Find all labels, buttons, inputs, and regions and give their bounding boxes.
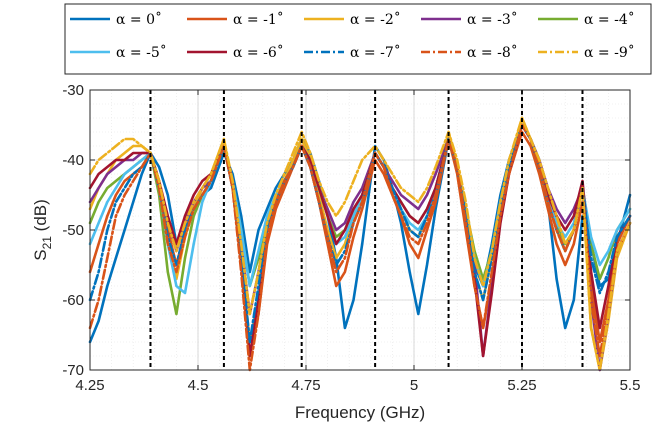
data-series — [88, 116, 632, 372]
legend-label-9: α = -9˚ — [584, 44, 635, 61]
x-tick-label: 4.75 — [291, 377, 320, 394]
y-tick-label: -70 — [62, 362, 84, 379]
x-tick-label: 4.5 — [188, 377, 209, 394]
x-tick-labels: 4.25 4.5 4.75 5 5.25 5.5 — [75, 377, 640, 394]
y-axis-label-suffix: (dB) — [31, 199, 50, 236]
legend-label-0: α = 0˚ — [116, 11, 162, 28]
y-tick-label: -50 — [62, 222, 84, 239]
x-tick-label: 4.25 — [75, 377, 104, 394]
y-tick-label: -40 — [62, 152, 84, 169]
axes-frame — [89, 89, 631, 371]
y-axis-label: S21 (dB) — [31, 199, 54, 261]
legend-label-4: α = -4˚ — [584, 11, 635, 28]
y-tick-label: -30 — [62, 82, 84, 99]
x-tick-label: 5.25 — [507, 377, 536, 394]
series-line-9 — [88, 116, 632, 372]
legend-box — [64, 3, 652, 75]
x-axis-label: Frequency (GHz) — [295, 403, 425, 422]
legend-label-2: α = -2˚ — [350, 11, 401, 28]
y-tick-labels: -70 -60 -50 -40 -30 — [62, 82, 84, 379]
legend-label-7: α = -7˚ — [350, 44, 401, 61]
legend: α = 0˚ α = -1˚ α = -2˚ α = -3˚ α = -4˚ α = -5… — [64, 3, 652, 75]
y-axis-label-main: S — [31, 249, 50, 260]
legend-label-1: α = -1˚ — [233, 11, 284, 28]
legend-label-3: α = -3˚ — [467, 11, 518, 28]
x-tick-label: 5 — [410, 377, 418, 394]
legend-label-5: α = -5˚ — [116, 44, 167, 61]
vertical-marker-lines — [149, 90, 584, 370]
legend-label-8: α = -8˚ — [467, 44, 518, 61]
y-axis-label-subscript: 21 — [40, 236, 54, 250]
x-tick-label: 5.5 — [620, 377, 641, 394]
legend-label-6: α = -6˚ — [233, 44, 284, 61]
series-line-8 — [88, 123, 632, 372]
y-tick-label: -60 — [62, 292, 84, 309]
